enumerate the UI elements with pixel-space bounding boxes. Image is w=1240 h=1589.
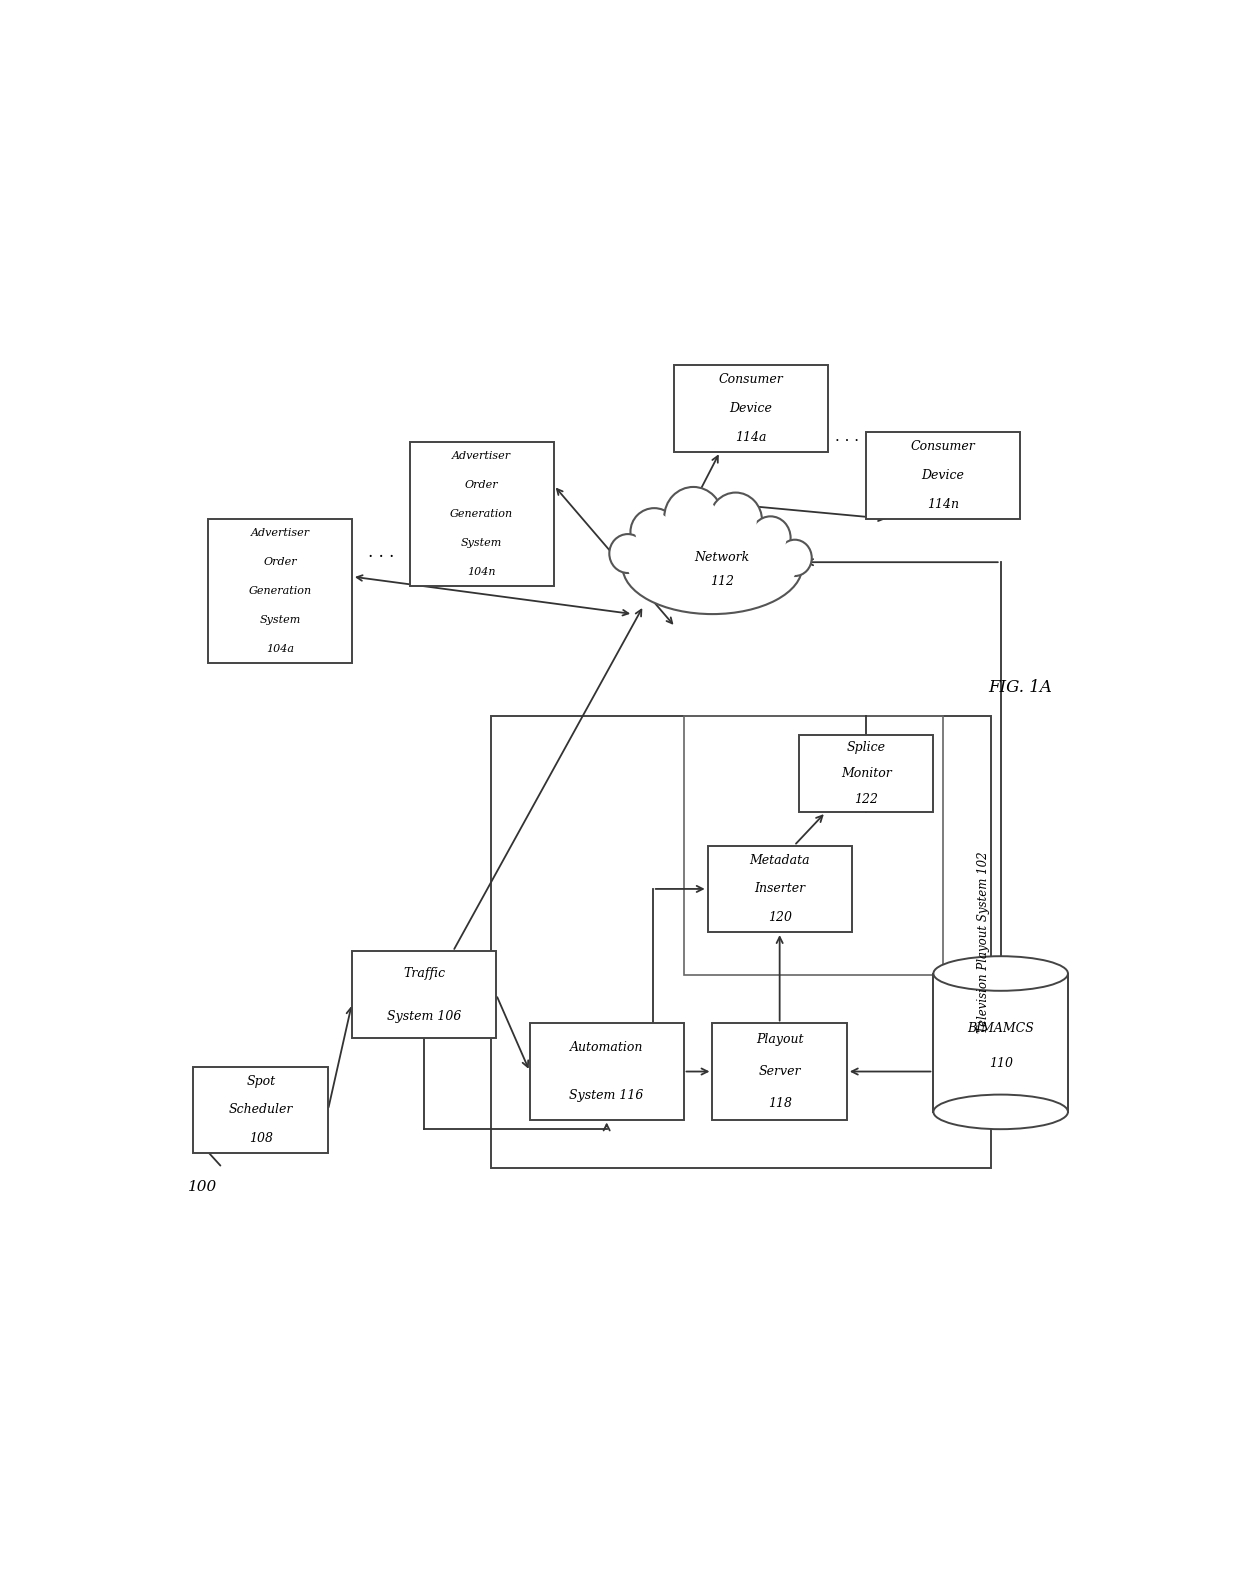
- Text: Generation: Generation: [450, 508, 513, 520]
- Text: Scheduler: Scheduler: [228, 1103, 293, 1117]
- Text: Consumer: Consumer: [718, 373, 784, 386]
- Text: 114a: 114a: [735, 431, 766, 443]
- Ellipse shape: [670, 493, 717, 542]
- Ellipse shape: [709, 493, 763, 548]
- Text: Splice: Splice: [847, 742, 885, 755]
- Text: Advertiser: Advertiser: [453, 451, 511, 461]
- Text: System: System: [259, 615, 300, 624]
- FancyBboxPatch shape: [529, 1023, 683, 1120]
- Text: . . .: . . .: [835, 431, 859, 445]
- Text: Television Playout System 102: Television Playout System 102: [977, 852, 990, 1033]
- Text: Server: Server: [759, 1065, 801, 1077]
- Ellipse shape: [622, 520, 802, 613]
- FancyBboxPatch shape: [935, 987, 1066, 1112]
- Text: 120: 120: [768, 910, 791, 925]
- Ellipse shape: [750, 516, 791, 559]
- FancyBboxPatch shape: [675, 365, 828, 451]
- Text: FIG. 1A: FIG. 1A: [988, 679, 1052, 696]
- Text: 104a: 104a: [265, 644, 294, 653]
- Text: Generation: Generation: [248, 586, 311, 596]
- FancyBboxPatch shape: [866, 432, 1019, 520]
- Text: Spot: Spot: [247, 1074, 275, 1087]
- Text: Automation: Automation: [570, 1041, 644, 1054]
- Text: . . .: . . .: [368, 543, 394, 561]
- FancyBboxPatch shape: [193, 1066, 327, 1154]
- FancyBboxPatch shape: [409, 442, 554, 586]
- Text: Network: Network: [694, 551, 750, 564]
- Ellipse shape: [777, 540, 812, 577]
- FancyBboxPatch shape: [934, 987, 1068, 1112]
- FancyBboxPatch shape: [712, 1023, 847, 1120]
- Text: BIMAMCS: BIMAMCS: [967, 1022, 1034, 1036]
- Ellipse shape: [635, 513, 673, 551]
- FancyBboxPatch shape: [352, 952, 496, 1038]
- Text: Monitor: Monitor: [841, 767, 892, 780]
- Text: Inserter: Inserter: [754, 882, 805, 896]
- Text: Traffic: Traffic: [403, 966, 445, 979]
- FancyBboxPatch shape: [708, 845, 852, 933]
- Ellipse shape: [665, 486, 723, 548]
- Text: Advertiser: Advertiser: [250, 529, 310, 539]
- Text: 108: 108: [249, 1133, 273, 1146]
- Text: 112: 112: [711, 575, 734, 588]
- Ellipse shape: [630, 508, 678, 556]
- Ellipse shape: [781, 543, 808, 572]
- Text: System 106: System 106: [387, 1009, 461, 1023]
- Text: Order: Order: [465, 480, 498, 491]
- FancyBboxPatch shape: [799, 736, 934, 812]
- Ellipse shape: [934, 1095, 1068, 1130]
- FancyBboxPatch shape: [208, 520, 352, 663]
- Text: System 116: System 116: [569, 1088, 644, 1103]
- Text: 118: 118: [768, 1096, 791, 1111]
- Text: Metadata: Metadata: [749, 853, 810, 866]
- Text: 100: 100: [188, 1181, 218, 1193]
- Text: 110: 110: [988, 1057, 1013, 1069]
- Text: 114n: 114n: [928, 497, 959, 512]
- Text: System: System: [461, 539, 502, 548]
- Text: Order: Order: [263, 558, 296, 567]
- Ellipse shape: [714, 499, 756, 543]
- Ellipse shape: [934, 957, 1068, 992]
- Text: Playout: Playout: [756, 1033, 804, 1046]
- Text: 104n: 104n: [467, 567, 496, 577]
- Ellipse shape: [609, 534, 646, 574]
- Text: Device: Device: [729, 402, 773, 415]
- Text: 122: 122: [854, 793, 878, 806]
- Ellipse shape: [754, 521, 786, 555]
- Ellipse shape: [627, 528, 797, 605]
- Text: Consumer: Consumer: [910, 440, 976, 453]
- Text: Device: Device: [921, 469, 965, 481]
- Ellipse shape: [613, 539, 642, 569]
